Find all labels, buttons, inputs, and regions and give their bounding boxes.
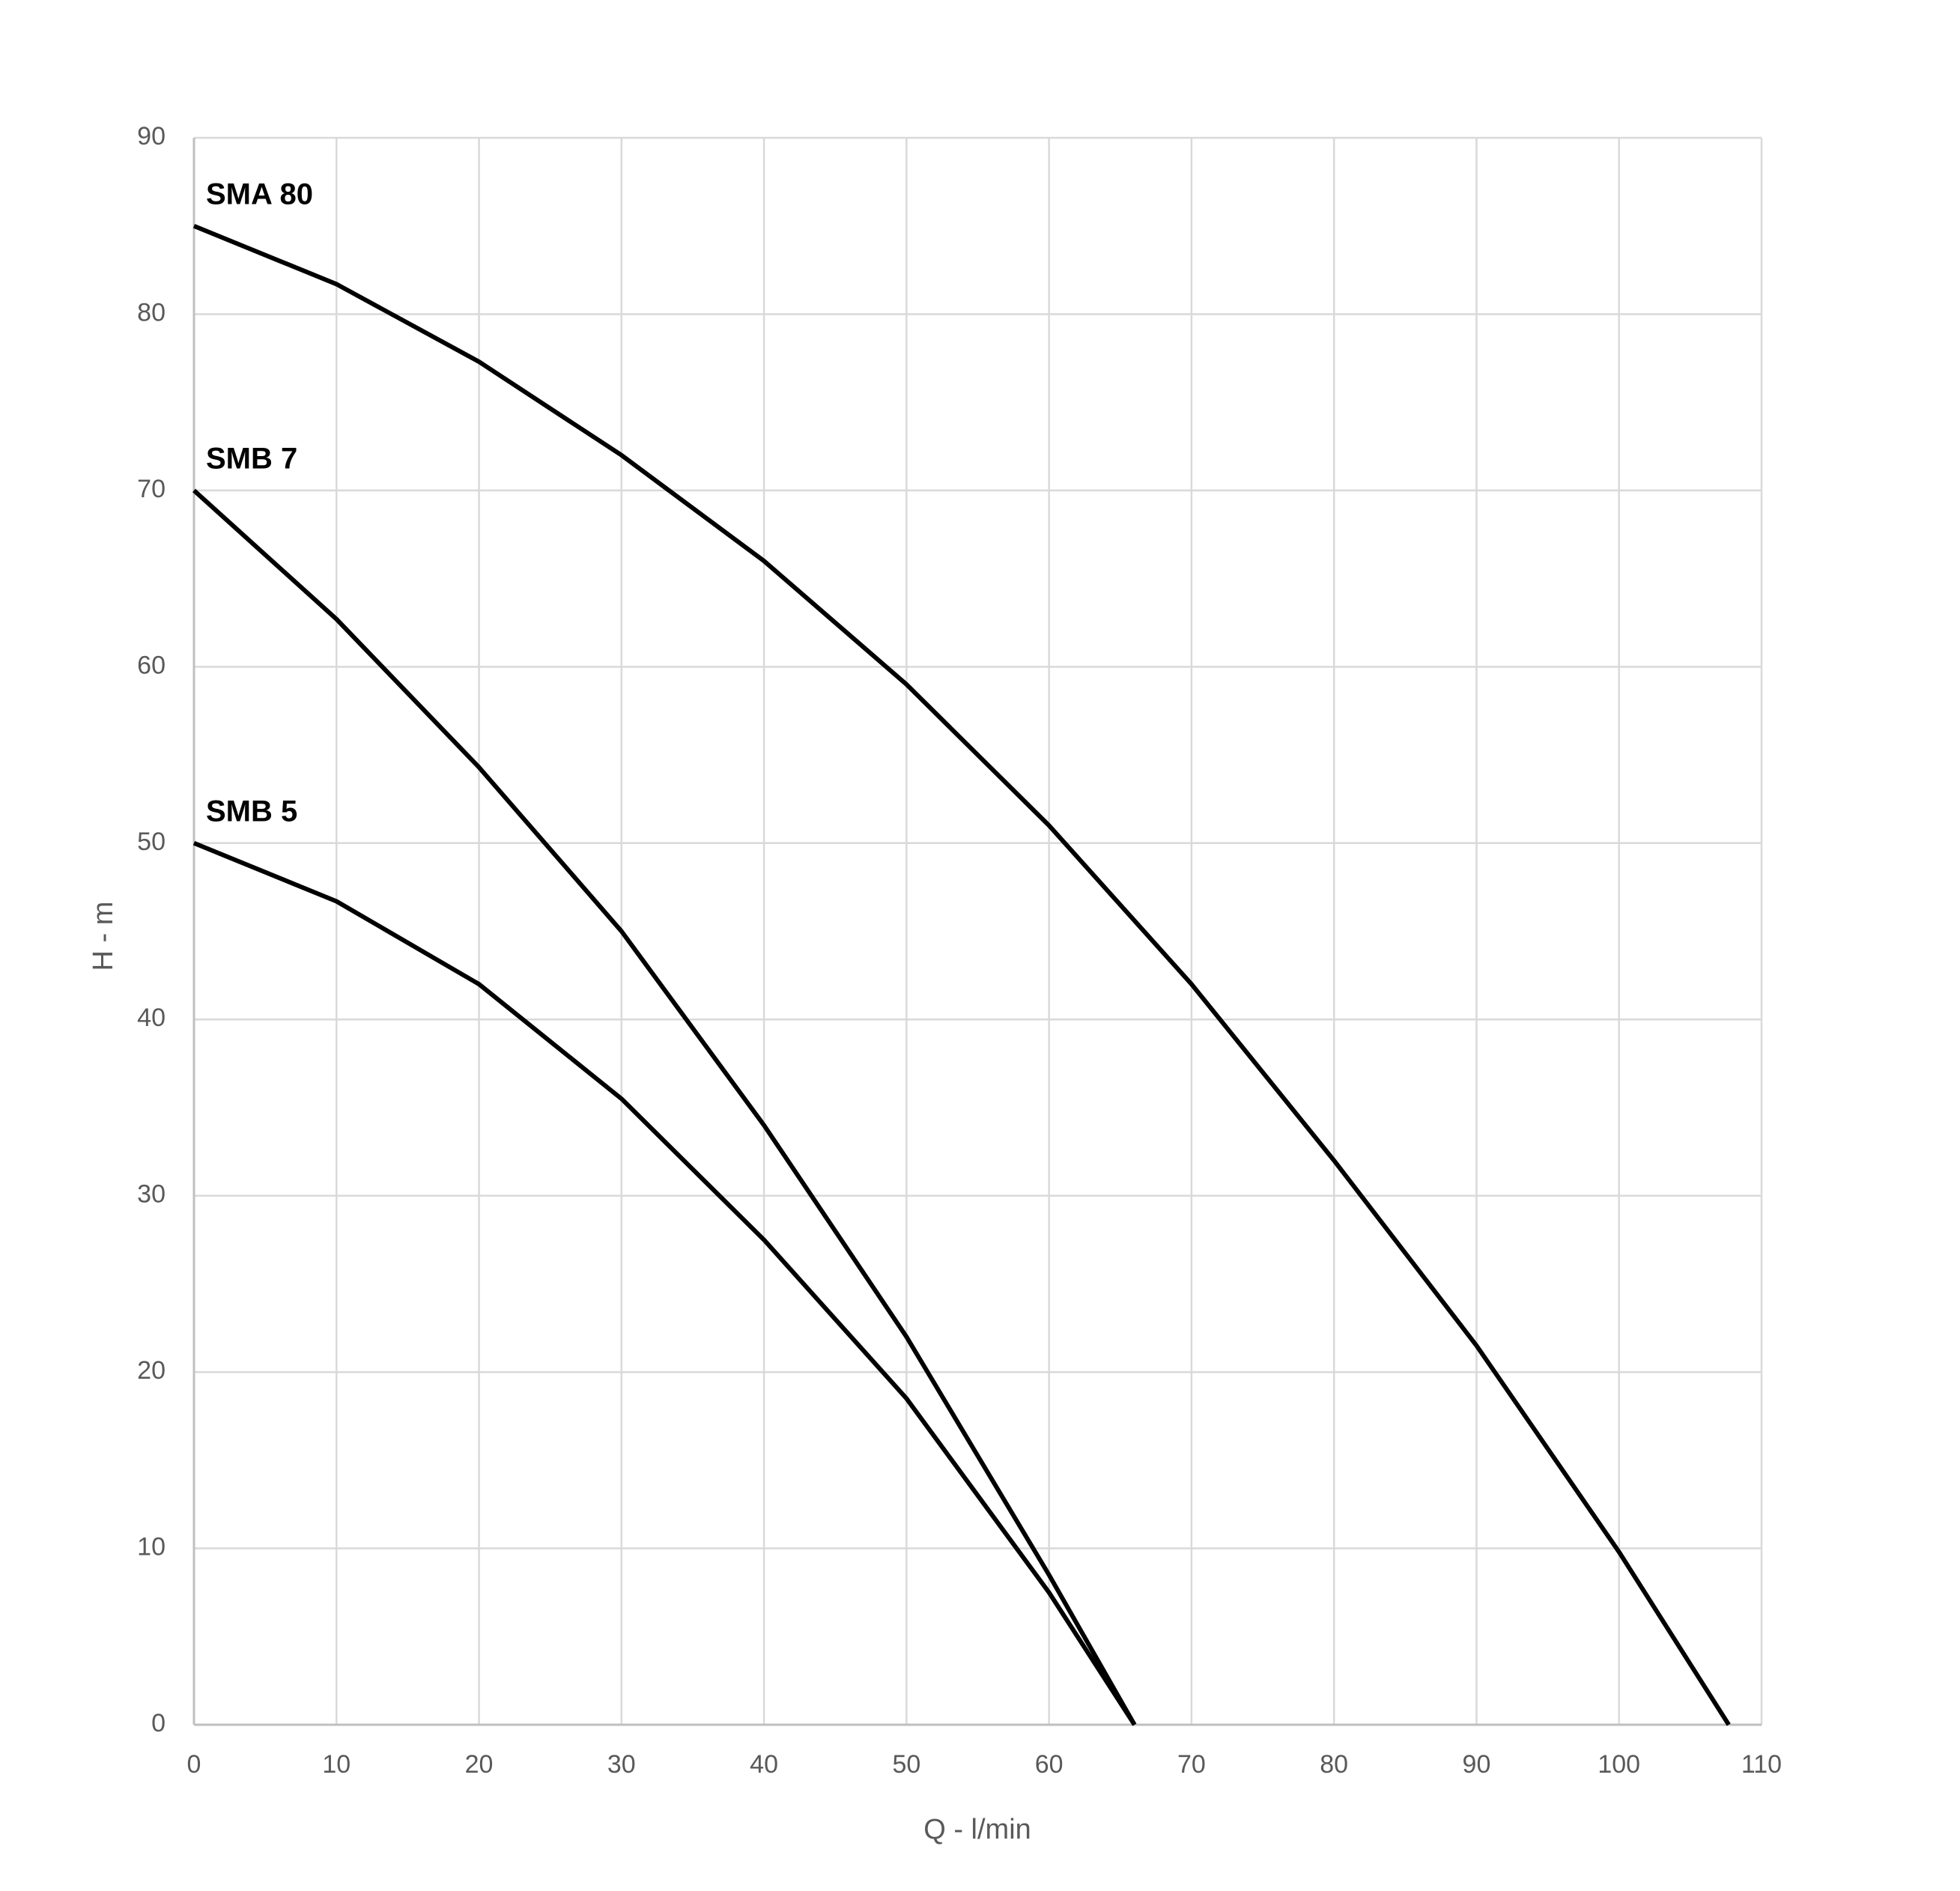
x-tick-label: 80 — [1320, 1750, 1348, 1779]
series-label: SMA 80 — [206, 177, 313, 210]
y-tick-label: 90 — [137, 122, 166, 151]
y-tick-label: 80 — [137, 298, 166, 327]
series-line — [192, 223, 1731, 1726]
y-tick-label: 60 — [137, 651, 166, 679]
y-tick-label: 30 — [137, 1180, 166, 1209]
x-tick-label: 10 — [322, 1750, 351, 1779]
x-tick-label: 0 — [187, 1750, 201, 1779]
x-tick-label: 110 — [1741, 1750, 1782, 1779]
x-tick-label: 20 — [465, 1750, 494, 1779]
y-tick-label: 70 — [137, 475, 166, 503]
x-tick-label: 40 — [750, 1750, 778, 1779]
x-tick-label: 90 — [1463, 1750, 1491, 1779]
x-tick-label: 100 — [1598, 1750, 1640, 1779]
y-tick-label: 10 — [137, 1533, 166, 1561]
x-tick-label: 70 — [1177, 1750, 1206, 1779]
x-tick-label: 60 — [1035, 1750, 1064, 1779]
y-tick-label: 0 — [151, 1709, 166, 1737]
series-line — [192, 488, 1137, 1726]
series-label: SMB 7 — [206, 442, 297, 475]
y-tick-label: 40 — [137, 1004, 166, 1032]
y-tick-label: 50 — [137, 828, 166, 856]
y-tick-label: 20 — [137, 1356, 166, 1385]
series-label: SMB 5 — [206, 795, 297, 828]
y-axis-title: H - m — [88, 902, 119, 971]
x-tick-label: 30 — [607, 1750, 636, 1779]
x-tick-label: 50 — [892, 1750, 920, 1779]
x-axis-title: Q - l/min — [923, 1814, 1031, 1845]
series-line — [192, 841, 1137, 1726]
